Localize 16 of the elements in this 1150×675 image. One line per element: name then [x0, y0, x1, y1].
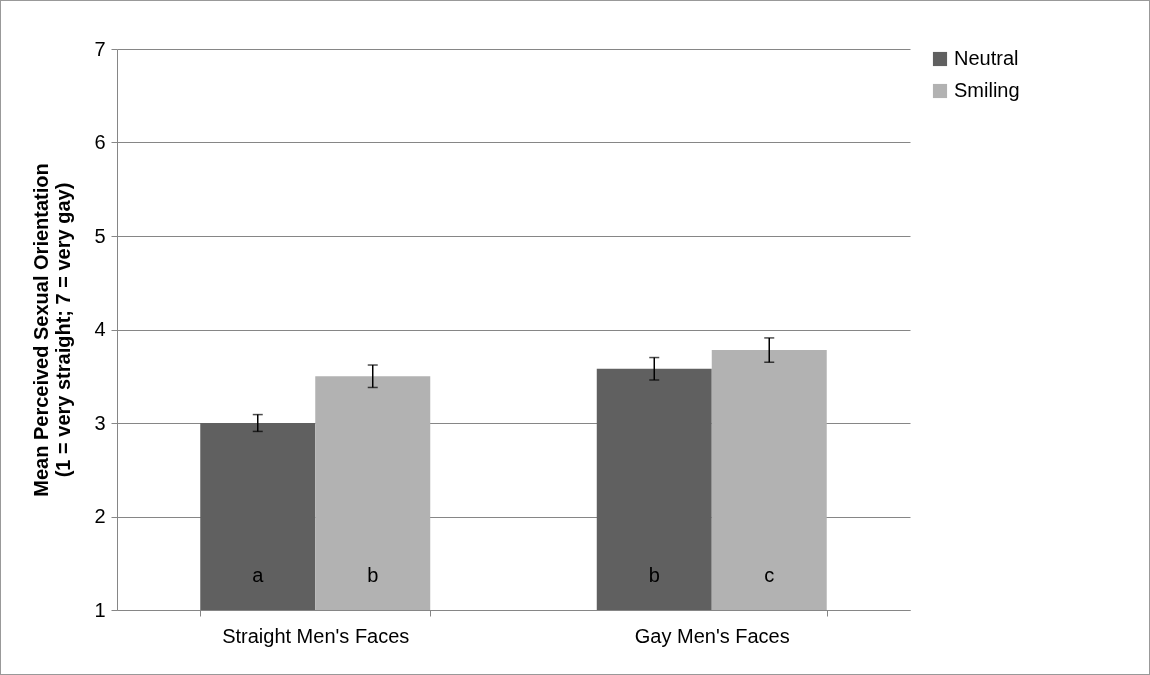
y-tick-label: 3	[94, 411, 106, 434]
y-tick-label: 6	[94, 131, 106, 153]
y-tick-label: 2	[94, 505, 106, 527]
data-label: a	[252, 564, 265, 586]
data-label: b	[648, 564, 660, 586]
data-label: b	[367, 564, 379, 586]
y-tick-label: 1	[94, 598, 106, 621]
x-tick-label: Gay Men's Faces	[634, 624, 790, 647]
y-tick-label: 4	[94, 318, 106, 340]
y-axis-title: Mean Perceived Sexual Orientation (1 = very straight; 7 = very gay)	[30, 163, 75, 497]
x-tick-label: Straight Men's Faces	[222, 624, 410, 647]
data-label: c	[764, 564, 775, 586]
y-tick-label: 7	[94, 37, 106, 60]
legend-label: Neutral	[954, 47, 1019, 69]
legend-label: Smiling	[954, 79, 1020, 101]
y-tick-label: 5	[94, 224, 106, 247]
